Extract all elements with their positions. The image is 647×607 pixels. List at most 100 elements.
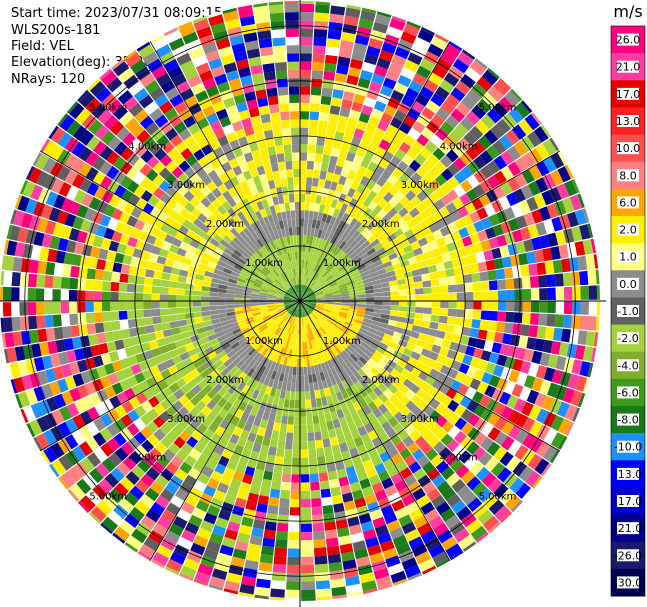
velocity-gate	[290, 490, 300, 500]
velocity-gate	[128, 450, 143, 465]
velocity-gate	[353, 371, 363, 381]
velocity-gate	[308, 301, 317, 304]
velocity-gate	[305, 288, 312, 296]
velocity-gate	[390, 136, 403, 149]
velocity-gate	[300, 94, 310, 104]
velocity-gate	[337, 363, 345, 373]
velocity-gate	[276, 238, 282, 247]
velocity-gate	[339, 285, 348, 291]
velocity-gate	[138, 44, 155, 59]
velocity-gate	[15, 394, 23, 409]
velocity-gate	[358, 236, 368, 246]
velocity-gate	[320, 283, 329, 289]
velocity-gate	[341, 243, 350, 252]
velocity-gate	[107, 409, 120, 423]
velocity-gate	[513, 188, 526, 203]
velocity-gate	[346, 236, 355, 246]
velocity-gate	[390, 295, 400, 301]
velocity-gate	[315, 4, 330, 14]
velocity-gate	[253, 416, 262, 427]
velocity-gate	[400, 334, 410, 342]
range-ring-label: 1.00km	[323, 258, 361, 269]
velocity-gate	[399, 122, 412, 135]
velocity-gate	[277, 363, 283, 373]
velocity-gate	[554, 314, 564, 328]
velocity-gate	[403, 23, 420, 37]
velocity-gate	[547, 301, 556, 314]
velocity-gate	[310, 270, 315, 279]
velocity-gate	[182, 219, 193, 229]
velocity-gate	[467, 427, 481, 441]
velocity-gate	[270, 361, 277, 371]
velocity-gate	[127, 409, 140, 423]
velocity-gate	[277, 514, 289, 524]
velocity-gate	[409, 429, 422, 442]
velocity-gate	[218, 437, 229, 449]
velocity-gate	[363, 281, 373, 287]
velocity-gate	[112, 83, 128, 99]
velocity-gate	[339, 442, 349, 453]
velocity-gate	[61, 264, 72, 277]
velocity-gate	[351, 101, 363, 113]
velocity-gate	[41, 233, 53, 248]
velocity-gate	[341, 424, 351, 435]
velocity-gate	[169, 320, 179, 329]
velocity-gate	[306, 290, 313, 296]
velocity-gate	[423, 294, 433, 301]
velocity-gate	[45, 191, 59, 207]
velocity-gate	[552, 259, 563, 274]
velocity-gate	[321, 87, 333, 97]
velocity-gate	[374, 100, 387, 113]
velocity-gate	[187, 348, 197, 358]
velocity-gate	[477, 509, 494, 525]
velocity-gate	[272, 396, 280, 406]
velocity-gate	[355, 283, 365, 289]
velocity-gate	[325, 320, 334, 327]
velocity-gate	[294, 276, 298, 285]
velocity-gate	[236, 419, 247, 430]
velocity-gate	[217, 297, 226, 301]
velocity-gate	[338, 416, 348, 427]
velocity-gate	[329, 314, 338, 320]
velocity-gate	[187, 75, 202, 88]
velocity-gate	[190, 395, 201, 407]
velocity-gate	[332, 139, 343, 150]
velocity-gate	[464, 201, 477, 215]
velocity-gate	[284, 281, 291, 289]
velocity-gate	[276, 406, 284, 416]
velocity-gate	[283, 301, 292, 304]
velocity-gate	[291, 465, 300, 475]
velocity-gate	[280, 111, 290, 121]
velocity-gate	[331, 2, 346, 8]
velocity-gate	[246, 318, 255, 325]
velocity-gate	[361, 104, 374, 116]
velocity-gate	[19, 272, 29, 287]
velocity-gate	[377, 532, 392, 545]
velocity-gate	[533, 193, 547, 209]
velocity-gate	[0, 286, 4, 301]
velocity-gate	[289, 202, 295, 211]
velocity-gate	[302, 243, 306, 252]
velocity-gate	[106, 180, 120, 194]
velocity-gate	[418, 354, 429, 365]
velocity-gate	[315, 372, 322, 382]
velocity-gate	[259, 290, 269, 295]
velocity-gate	[74, 348, 85, 361]
velocity-gate	[335, 260, 343, 268]
velocity-gate	[321, 379, 329, 389]
velocity-gate	[233, 426, 243, 437]
velocity-gate	[267, 302, 276, 305]
velocity-gate	[435, 237, 447, 248]
velocity-gate	[122, 337, 133, 348]
velocity-gate	[56, 149, 71, 165]
velocity-gate	[126, 166, 139, 180]
range-ring-label: 4.00km	[440, 141, 478, 152]
velocity-gate	[388, 315, 398, 322]
velocity-gate	[282, 321, 288, 330]
velocity-gate	[383, 191, 394, 203]
velocity-gate	[384, 329, 395, 337]
velocity-gate	[133, 431, 147, 445]
velocity-gate	[296, 226, 300, 235]
velocity-gate	[79, 178, 93, 193]
velocity-gate	[275, 266, 282, 275]
